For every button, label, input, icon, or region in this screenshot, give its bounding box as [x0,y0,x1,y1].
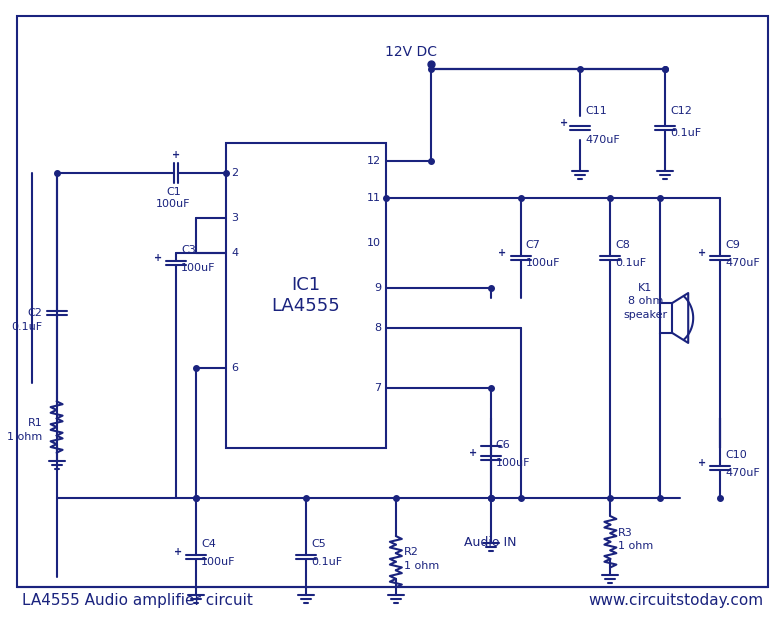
Text: 100uF: 100uF [182,263,216,273]
Text: R1: R1 [28,418,42,428]
Text: +: + [561,118,568,128]
Text: R3: R3 [619,528,633,538]
Text: 0.1uF: 0.1uF [12,322,42,332]
Text: 2: 2 [231,168,238,178]
Text: 3: 3 [231,213,238,223]
Text: C12: C12 [670,107,692,117]
Text: 100uF: 100uF [201,558,236,568]
Text: 100uF: 100uF [496,458,530,468]
Text: +: + [499,248,507,258]
Text: R2: R2 [404,548,419,558]
Text: C4: C4 [201,540,216,549]
Text: 100uF: 100uF [156,199,190,209]
Text: 10: 10 [367,238,381,248]
Text: C7: C7 [525,240,540,250]
Text: 9: 9 [373,283,381,293]
Text: 470uF: 470uF [725,468,760,478]
Text: C1: C1 [166,188,181,197]
Text: IC1
LA4555: IC1 LA4555 [272,276,341,315]
Text: +: + [172,150,180,160]
Text: +: + [698,248,706,258]
Text: +: + [468,448,477,458]
Text: www.circuitstoday.com: www.circuitstoday.com [588,593,763,608]
Text: +: + [174,548,182,558]
Text: C8: C8 [615,240,630,250]
Text: Audio IN: Audio IN [464,536,517,548]
Text: speaker: speaker [623,310,667,320]
Text: C5: C5 [311,540,326,549]
Text: 12: 12 [366,156,381,166]
Text: 11: 11 [367,193,381,203]
Text: 12V DC: 12V DC [384,45,437,59]
Text: C10: C10 [725,450,747,460]
Text: 6: 6 [231,363,238,373]
Text: C3: C3 [182,245,196,255]
Bar [226,143,386,448]
Text: 1 ohm: 1 ohm [7,432,42,442]
Text: LA4555 Audio amplifier circuit: LA4555 Audio amplifier circuit [22,593,253,608]
Text: 8: 8 [373,323,381,333]
Text: +: + [698,458,706,468]
Text: 1 ohm: 1 ohm [404,561,439,571]
Text: +: + [154,253,162,263]
Text: C9: C9 [725,240,740,250]
Bar [660,303,673,333]
Text: 4: 4 [231,248,238,258]
Text: C11: C11 [586,107,607,117]
Text: 0.1uF: 0.1uF [670,128,702,138]
Text: 0.1uF: 0.1uF [615,258,647,268]
Text: 470uF: 470uF [586,135,620,145]
Text: 1 ohm: 1 ohm [619,541,654,551]
Text: 8 ohm: 8 ohm [628,296,663,306]
Text: C2: C2 [27,308,42,318]
Text: 7: 7 [373,383,381,393]
Text: 100uF: 100uF [525,258,560,268]
Text: 470uF: 470uF [725,258,760,268]
Text: K1: K1 [638,283,652,293]
Text: C6: C6 [496,440,511,450]
Text: 0.1uF: 0.1uF [311,558,342,568]
